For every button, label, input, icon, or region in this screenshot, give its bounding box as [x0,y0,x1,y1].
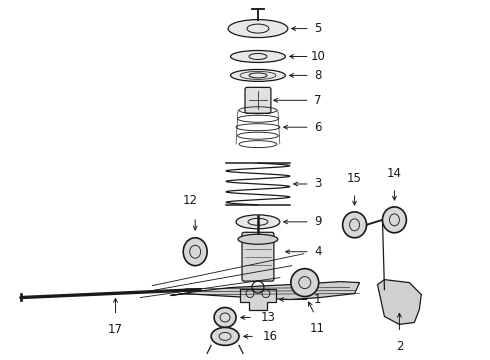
Text: 4: 4 [314,245,321,258]
Ellipse shape [383,207,406,233]
FancyBboxPatch shape [242,232,274,281]
Text: 12: 12 [183,194,197,207]
Ellipse shape [183,238,207,266]
Text: 7: 7 [314,94,321,107]
Text: 8: 8 [314,69,321,82]
Ellipse shape [228,20,288,37]
Text: 17: 17 [108,323,123,337]
Text: 11: 11 [309,323,324,336]
Polygon shape [240,289,276,310]
Text: 10: 10 [310,50,325,63]
Text: 14: 14 [387,167,402,180]
Text: 9: 9 [314,215,321,228]
Ellipse shape [231,69,285,81]
Text: 6: 6 [314,121,321,134]
Ellipse shape [236,215,280,229]
Ellipse shape [211,328,239,345]
Ellipse shape [238,234,278,244]
Text: 1: 1 [314,293,321,306]
Text: 15: 15 [347,172,362,185]
Polygon shape [377,280,421,324]
Ellipse shape [343,212,367,238]
Text: 5: 5 [314,22,321,35]
Text: 16: 16 [263,330,278,343]
Polygon shape [171,282,360,300]
FancyBboxPatch shape [245,87,271,113]
Circle shape [291,269,318,297]
Text: 2: 2 [395,340,403,354]
Text: 13: 13 [261,311,276,324]
Ellipse shape [231,50,285,62]
Text: 3: 3 [314,177,321,190]
Ellipse shape [214,307,236,328]
